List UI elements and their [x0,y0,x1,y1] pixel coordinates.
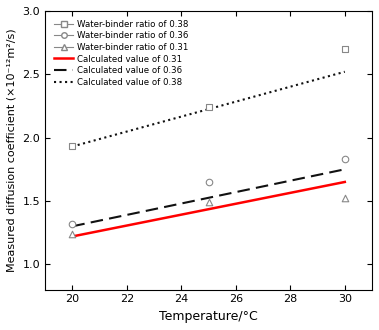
Point [69,144,75,149]
Point [205,200,211,205]
Point [69,221,75,226]
Legend: Water-binder ratio of 0.38, Water-binder ratio of 0.36, Water-binder ratio of 0.: Water-binder ratio of 0.38, Water-binder… [53,18,190,88]
Point [342,156,348,162]
Point [342,46,348,51]
Y-axis label: Measured diffusion coefficient (×10⁻¹²m²/s): Measured diffusion coefficient (×10⁻¹²m²… [7,28,17,272]
Point [205,179,211,184]
Point [342,196,348,201]
X-axis label: Temperature/°C: Temperature/°C [159,310,258,323]
Point [69,231,75,237]
Point [205,105,211,110]
